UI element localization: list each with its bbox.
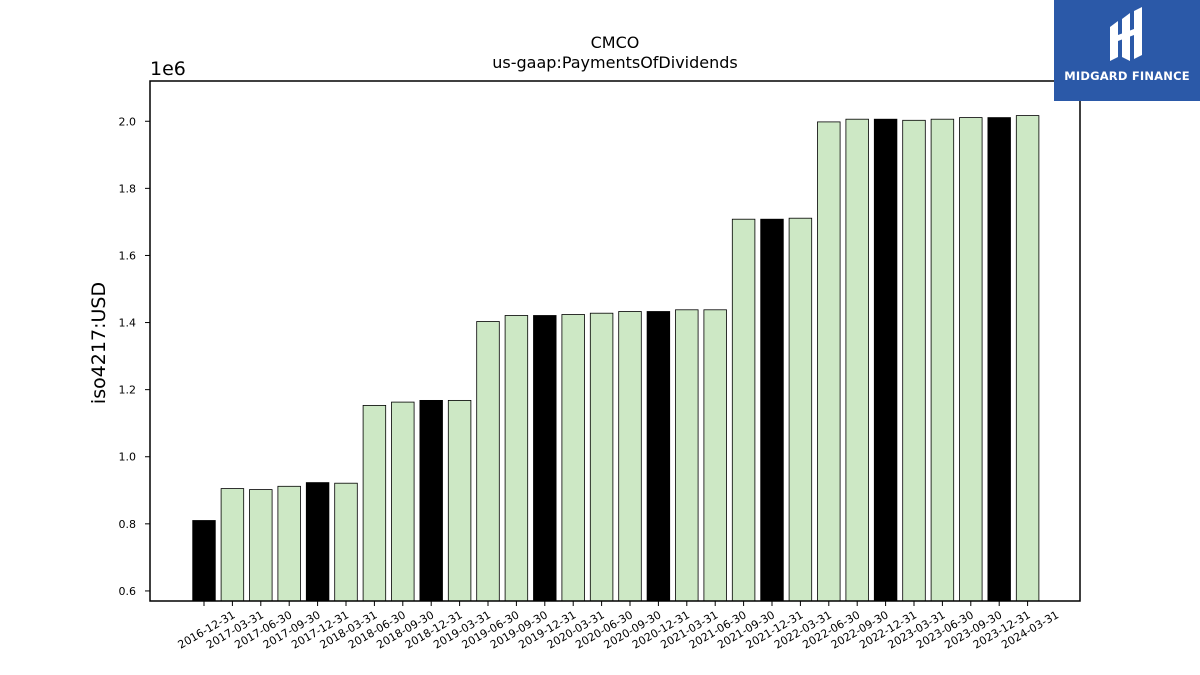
y-tick-label: 1.6 xyxy=(119,249,137,262)
y-tick-label: 1.0 xyxy=(119,451,137,464)
bar xyxy=(930,118,955,602)
logo-text: MIDGARD FINANCE xyxy=(1064,69,1190,83)
bar xyxy=(504,315,529,602)
y-axis-label: iso4217:USD xyxy=(88,282,110,404)
y-tick-label: 1.8 xyxy=(119,182,137,195)
bars-group xyxy=(192,115,1040,602)
plot-frame xyxy=(149,80,1081,602)
bar xyxy=(873,118,898,602)
x-axis-ticks: 2016-12-312017-03-312017-06-302017-09-30… xyxy=(176,601,1061,652)
bar xyxy=(220,488,245,602)
bar xyxy=(305,482,330,602)
brand-logo: MIDGARD FINANCE xyxy=(1054,0,1200,101)
bar xyxy=(731,218,756,602)
bar xyxy=(362,404,387,602)
bar xyxy=(277,485,301,602)
y-tick-label: 0.6 xyxy=(119,585,137,598)
bar xyxy=(1015,115,1040,602)
bar xyxy=(447,399,472,602)
y-tick-label: 0.8 xyxy=(119,518,137,531)
bar xyxy=(959,117,983,602)
y-offset-label: 1e6 xyxy=(150,58,186,80)
chart-subtitle: us-gaap:PaymentsOfDividends xyxy=(492,53,737,72)
bar xyxy=(987,117,1011,602)
bar xyxy=(817,121,841,602)
bar xyxy=(902,119,926,602)
bar xyxy=(561,314,585,602)
bar xyxy=(249,489,273,602)
bar xyxy=(192,520,216,602)
bar xyxy=(646,311,671,602)
bar xyxy=(476,321,500,602)
y-tick-label: 1.2 xyxy=(119,384,137,397)
y-tick-label: 2.0 xyxy=(119,115,137,128)
bar xyxy=(589,312,614,602)
bar xyxy=(788,217,813,602)
bar xyxy=(533,315,557,602)
bar xyxy=(334,482,358,602)
y-tick-label: 1.4 xyxy=(119,317,137,330)
bar xyxy=(845,118,869,602)
midgard-logo-icon xyxy=(1110,7,1142,61)
bar xyxy=(618,311,642,602)
chart-title: CMCO xyxy=(591,33,640,52)
bar xyxy=(760,218,784,602)
bar xyxy=(391,401,415,602)
bar xyxy=(675,309,699,602)
y-axis-ticks: 0.6 0.8 1.0 1.2 1.4 1.6 1.8 2.0 xyxy=(119,115,150,598)
bar xyxy=(703,309,727,602)
bar xyxy=(419,399,443,602)
